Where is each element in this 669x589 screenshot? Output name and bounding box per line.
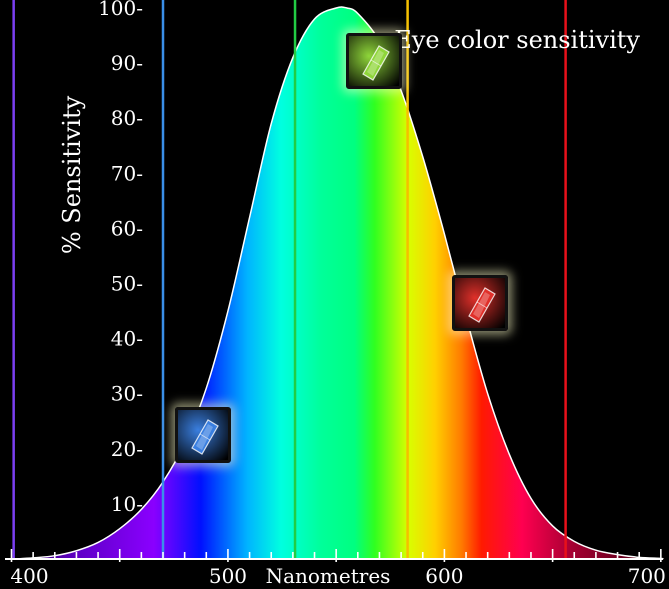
y-tick-label: 30- (111, 382, 143, 406)
chart-title: Eye color sensitivity (394, 26, 640, 54)
y-tick-label: 10- (111, 492, 143, 516)
y-tick-label: 90- (111, 51, 143, 75)
y-tick-label: 70- (111, 161, 143, 185)
y-tick-label: 40- (111, 327, 143, 351)
sensitivity-area (15, 6, 664, 560)
y-tick-label: 60- (111, 216, 143, 240)
x-tick-label: 400 (10, 564, 48, 588)
y-tick-label: 20- (111, 437, 143, 461)
x-axis-label: Nanometres (266, 564, 391, 588)
y-axis-label: % Sensitivity (58, 95, 86, 254)
x-tick-label: 500 (209, 564, 247, 588)
y-tick-label: 80- (111, 106, 143, 130)
y-tick-label: 50- (111, 272, 143, 296)
y-tick-label: 100- (98, 0, 143, 20)
x-tick-label: 700 (628, 564, 666, 588)
sensitivity-curve (14, 6, 665, 560)
green-crystal-icon (345, 32, 402, 89)
red-crystal-icon (451, 275, 508, 332)
blue-crystal-icon (174, 407, 231, 464)
x-tick-label: 600 (425, 564, 463, 588)
